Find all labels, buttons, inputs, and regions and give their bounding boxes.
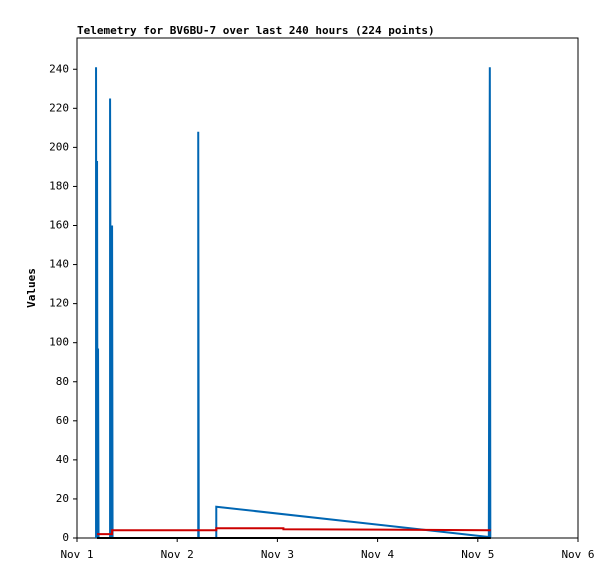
series-line (97, 527, 491, 536)
y-tick-label: 0 (62, 531, 69, 544)
x-tick-label: Nov 5 (461, 548, 494, 561)
y-tick-label: 140 (49, 258, 69, 271)
series-line (95, 67, 492, 539)
y-tick-label: 120 (49, 297, 69, 310)
plot-frame (76, 37, 579, 539)
y-tick-label: 40 (56, 453, 69, 466)
y-tick-label: 240 (49, 62, 69, 75)
y-tick-label: 60 (56, 414, 69, 427)
y-tick-label: 200 (49, 140, 69, 153)
x-tick-label: Nov 6 (561, 548, 594, 561)
y-axis-label: Values (25, 268, 38, 308)
x-tick-label: Nov 2 (161, 548, 194, 561)
y-tick-label: 20 (56, 492, 69, 505)
x-tick-label: Nov 3 (261, 548, 294, 561)
y-tick-label: 180 (49, 179, 69, 192)
chart-title: Telemetry for BV6BU-7 over last 240 hour… (77, 24, 435, 37)
y-tick-label: 220 (49, 101, 69, 114)
y-tick-label: 160 (49, 219, 69, 232)
y-tick-label: 100 (49, 336, 69, 349)
x-tick-label: Nov 1 (60, 548, 93, 561)
x-tick-label: Nov 4 (361, 548, 394, 561)
y-tick-label: 80 (56, 375, 69, 388)
